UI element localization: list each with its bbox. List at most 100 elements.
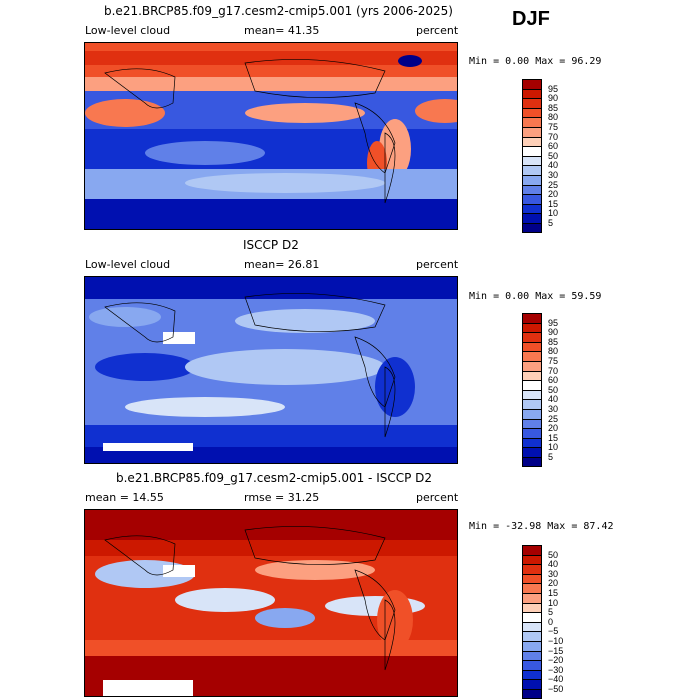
colorbar-tick-label: 5 [548,452,554,462]
panel1-map [84,42,458,230]
panel3-units: percent [416,491,459,504]
colorbar-swatch [522,437,542,448]
colorbar-tick-label: 20 [548,578,559,589]
colorbar-swatch [522,545,542,555]
panel2-left-label: Low-level cloud [85,258,171,271]
colorbar-swatch [522,360,542,371]
colorbar-swatch [522,213,542,223]
colorbar-tick-label: 85 [548,336,559,347]
panel1-colorbar [522,79,542,233]
colorbar-tick-label: 70 [548,365,559,376]
colorbar-tick-label: 75 [548,122,559,132]
panel1-mean: mean= 41.35 [244,24,320,37]
panel1-units: percent [416,24,459,37]
colorbar-tick-label: −10 [548,636,564,646]
panel2-title: ISCCP D2 [243,238,299,252]
colorbar-tick-label: 50 [548,384,559,395]
panel3-colorbar [522,545,542,699]
panel3-minmax: Min = -32.98 Max = 87.42 [469,521,614,532]
colorbar-tick-label: 15 [548,198,559,209]
colorbar-tick-label: −5 [548,626,559,637]
colorbar-tick-label: 95 [548,317,559,328]
colorbar-swatch [522,155,542,166]
panel2-units: percent [416,258,459,271]
colorbar-tick-label: 80 [548,346,559,357]
colorbar-swatch [522,669,542,680]
colorbar-swatch [522,117,542,127]
panel1-title: b.e21.BRCP85.f09_g17.cesm2-cmip5.001 (yr… [104,4,453,18]
colorbar-tick-label: −15 [548,645,564,656]
panel3-title: b.e21.BRCP85.f09_g17.cesm2-cmip5.001 - I… [116,471,433,485]
colorbar-swatch [522,679,542,689]
colorbar-swatch [522,660,542,670]
colorbar-swatch [522,408,542,419]
colorbar-swatch [522,564,542,574]
colorbar-tick-label: 70 [548,131,559,142]
colorbar-tick-label: 75 [548,356,559,366]
colorbar-swatch [522,174,542,185]
colorbar-swatch [522,389,542,400]
colorbar-swatch [522,332,542,342]
colorbar-tick-label: 30 [548,568,559,579]
colorbar-tick-label: 5 [548,218,554,228]
colorbar-swatch [522,341,542,352]
panel3-mean: mean = 14.55 [85,491,164,504]
colorbar-swatch [522,602,542,613]
colorbar-tick-label: 25 [548,413,559,424]
colorbar-swatch [522,592,542,603]
colorbar-swatch [522,640,542,651]
colorbar-tick-label: 60 [548,141,559,152]
colorbar-tick-label: 10 [548,442,559,453]
colorbar-tick-label: 10 [548,597,559,608]
colorbar-swatch [522,107,542,118]
colorbar-tick-label: 25 [548,179,559,190]
colorbar-swatch [522,88,542,99]
colorbar-tick-label: 85 [548,102,559,113]
colorbar-tick-label: 95 [548,83,559,94]
colorbar-swatch [522,222,542,233]
panel2-mean: mean= 26.81 [244,258,320,271]
colorbar-swatch [522,136,542,147]
colorbar-tick-label: 60 [548,375,559,386]
colorbar-tick-label: 50 [548,549,559,560]
colorbar-tick-label: 40 [548,394,559,405]
colorbar-tick-label: 15 [548,588,559,598]
colorbar-tick-label: 20 [548,423,559,434]
panel1-left-label: Low-level cloud [85,24,171,37]
season-label: DJF [512,8,550,30]
colorbar-swatch [522,650,542,661]
colorbar-tick-label: 20 [548,189,559,200]
panel2-colorbar [522,313,542,467]
colorbar-tick-label: −50 [548,684,564,694]
colorbar-swatch [522,79,542,89]
panel1-map-field [85,43,457,229]
colorbar-tick-label: 40 [548,160,559,171]
colorbar-tick-label: 15 [548,432,559,443]
colorbar-swatch [522,573,542,584]
colorbar-tick-label: 90 [548,93,559,104]
colorbar-swatch [522,165,542,175]
colorbar-swatch [522,456,542,467]
colorbar-swatch [522,322,542,333]
colorbar-swatch [522,370,542,381]
colorbar-swatch [522,631,542,641]
colorbar-swatch [522,351,542,361]
panel1-minmax: Min = 0.00 Max = 96.29 [469,56,602,67]
colorbar-tick-label: −30 [548,664,564,675]
colorbar-swatch [522,612,542,622]
colorbar-swatch [522,380,542,390]
panel2-minmax: Min = 0.00 Max = 59.59 [469,291,602,302]
colorbar-swatch [522,203,542,214]
panel3-map [84,509,458,697]
colorbar-swatch [522,583,542,593]
colorbar-swatch [522,621,542,632]
colorbar-tick-label: −20 [548,655,564,666]
colorbar-swatch [522,418,542,429]
colorbar-tick-label: 90 [548,327,559,338]
colorbar-tick-label: 30 [548,404,559,414]
colorbar-swatch [522,313,542,323]
colorbar-swatch [522,126,542,137]
colorbar-tick-label: 0 [548,616,554,627]
colorbar-swatch [522,194,542,204]
colorbar-tick-label: 10 [548,208,559,219]
